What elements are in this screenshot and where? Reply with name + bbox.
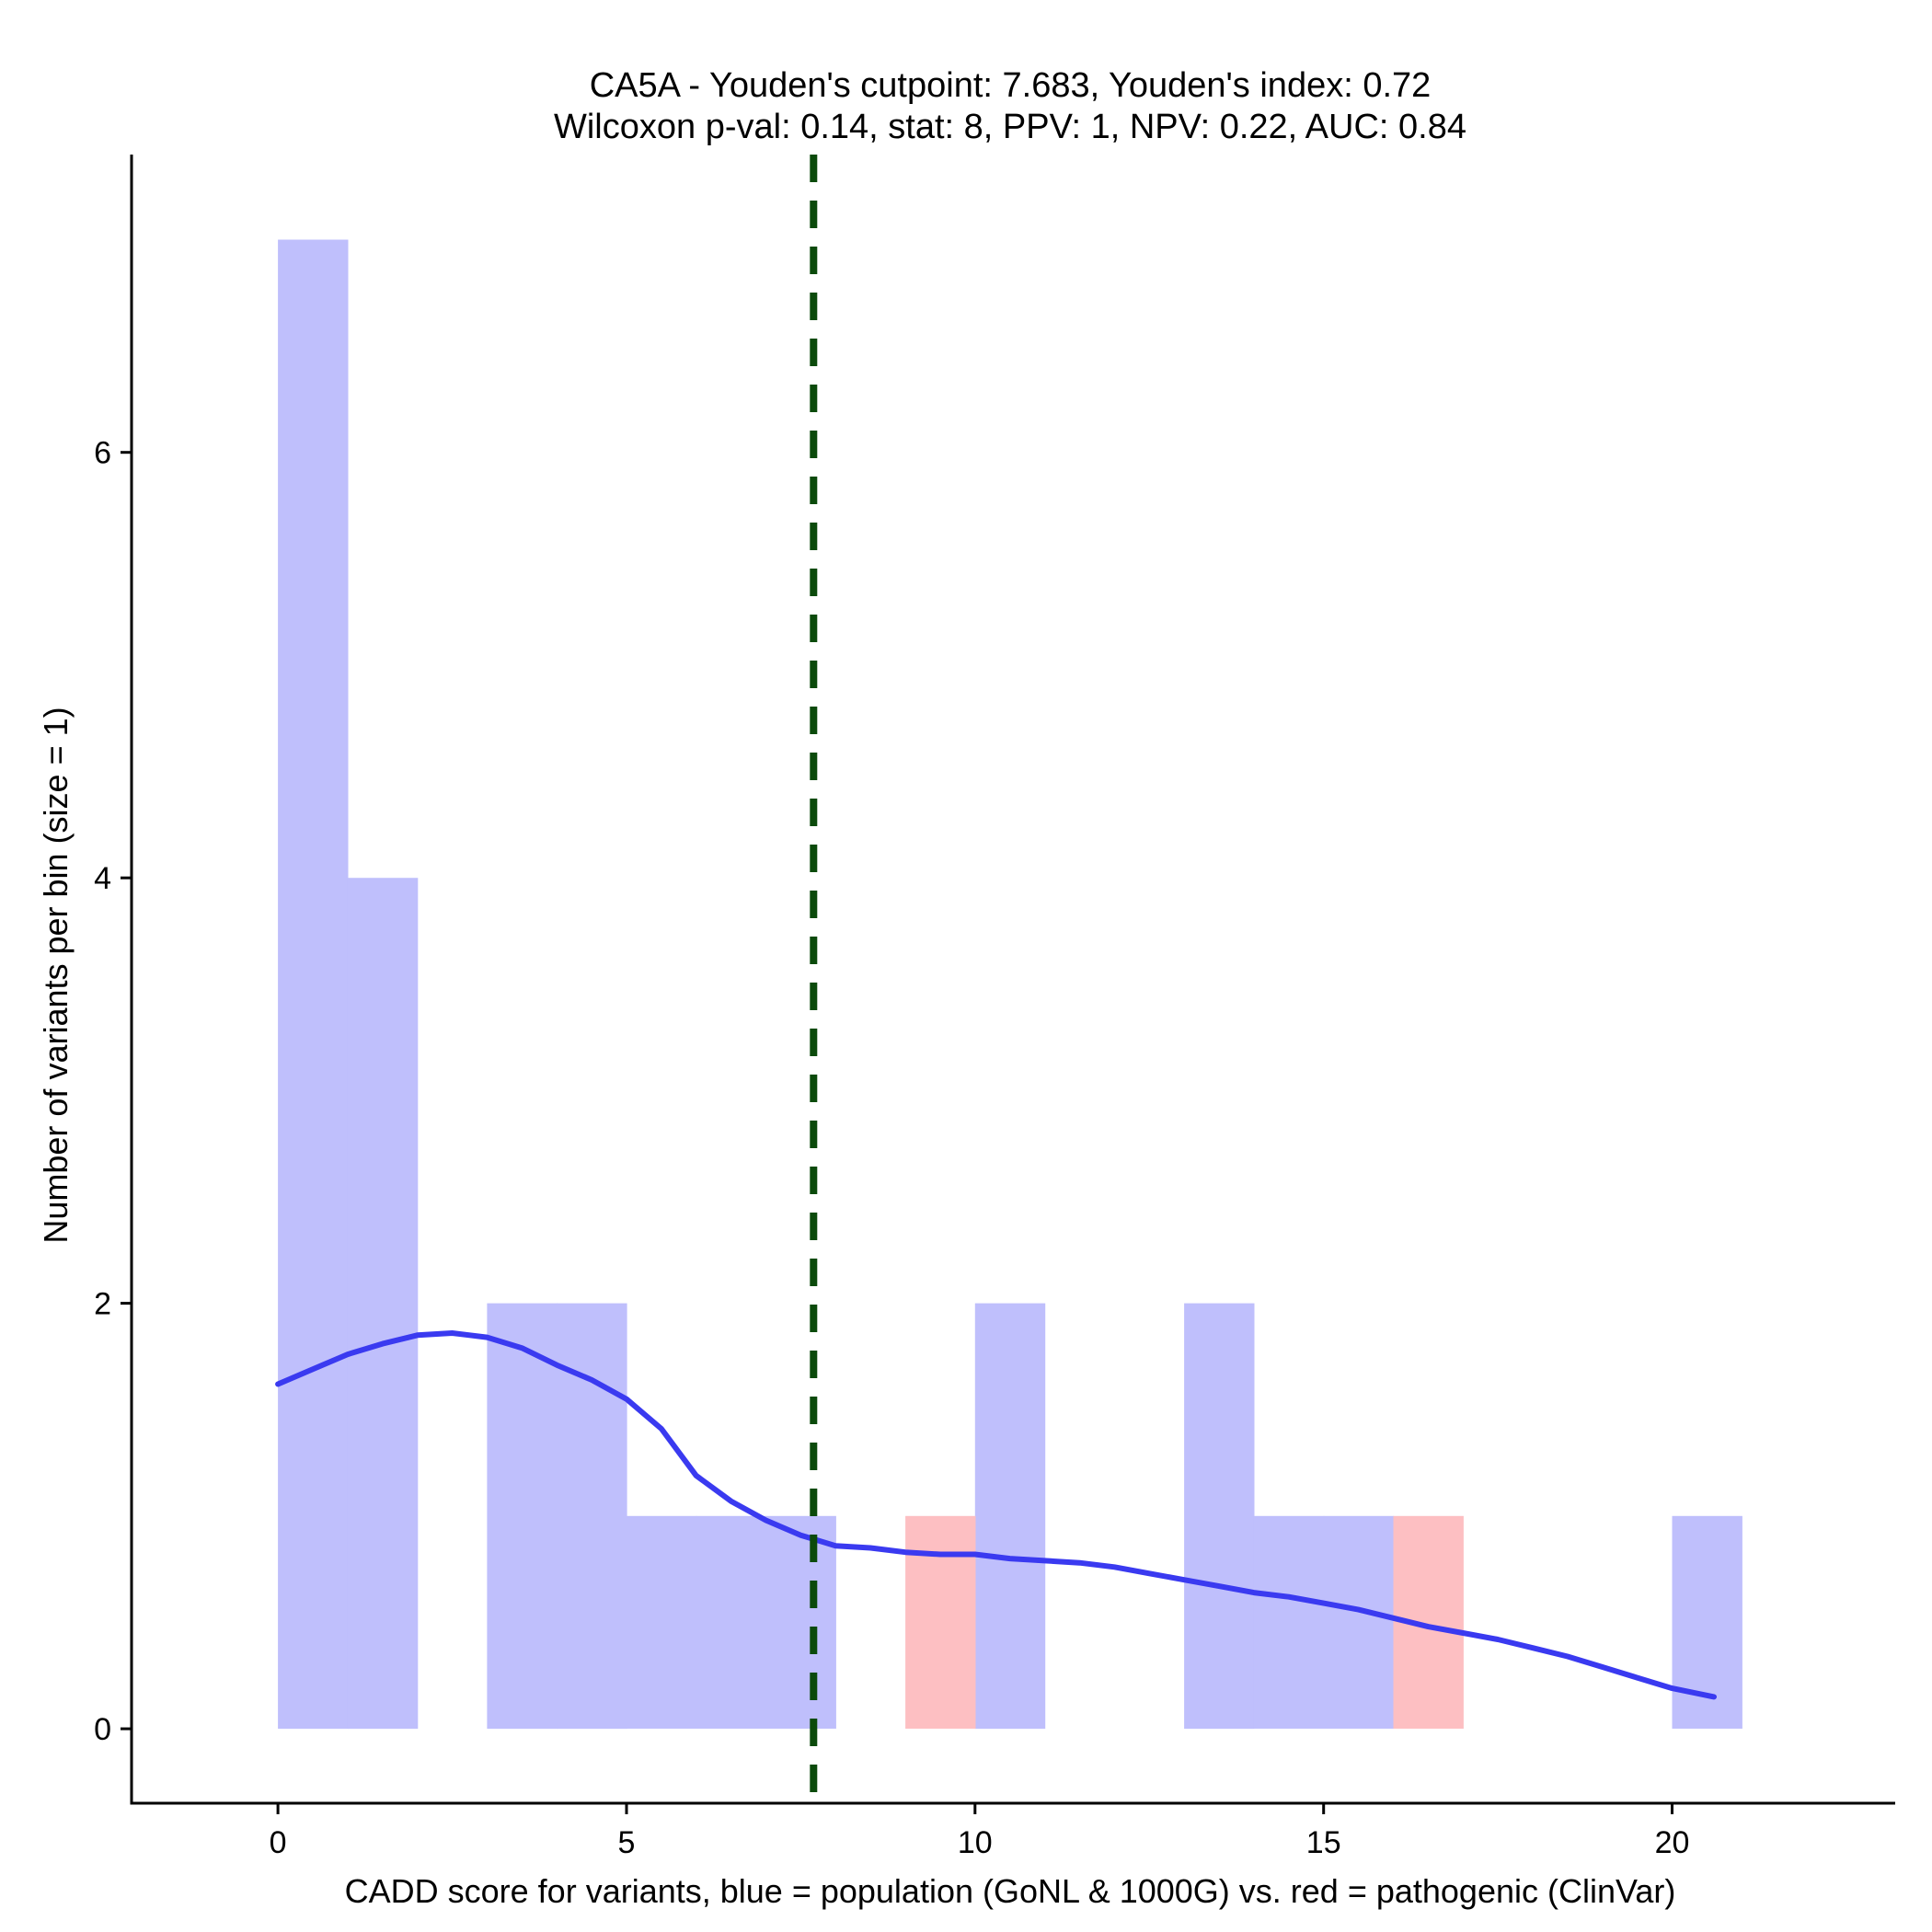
- bar-population-bin-7: [765, 1515, 836, 1729]
- y-axis-label: Number of variants per bin (size = 1): [37, 707, 75, 1243]
- bar-population-bin-4: [557, 1303, 627, 1730]
- density-line: [275, 1330, 1717, 1700]
- bar-population-bin-15: [1323, 1515, 1395, 1729]
- chart-title-line-2: Wilcoxon p-val: 0.14, stat: 8, PPV: 1, N…: [554, 108, 1466, 146]
- bar-population-bin-1: [347, 878, 419, 1730]
- x-tick-label-0: 0: [270, 1825, 287, 1860]
- bar-population-bin-0: [278, 239, 349, 1730]
- bar-population-bin-14: [1253, 1515, 1325, 1729]
- x-tick-label-15: 15: [1306, 1825, 1341, 1860]
- chart-title-line-1: CA5A - Youden's cutpoint: 7.683, Youden'…: [590, 66, 1432, 105]
- y-tick-label-6: 6: [94, 436, 111, 471]
- x-tick-label-20: 20: [1655, 1825, 1690, 1860]
- bar-pathogenic-bin-9: [905, 1515, 976, 1729]
- density-layer: [275, 1330, 1717, 1700]
- bar-population-bin-10: [974, 1303, 1046, 1730]
- y-tick-label-4: 4: [94, 861, 111, 896]
- bar-population-bin-6: [696, 1515, 767, 1729]
- bar-population-bin-3: [487, 1303, 558, 1730]
- x-tick-label-10: 10: [958, 1825, 993, 1860]
- axes-layer: 0 5 10 15 20 0 2 4 6: [94, 155, 1895, 1860]
- bar-population-bin-13: [1184, 1303, 1255, 1730]
- x-axis-label: CADD score for variants, blue = populati…: [345, 1872, 1676, 1910]
- y-tick-label-2: 2: [94, 1287, 111, 1322]
- x-tick-label-5: 5: [618, 1825, 636, 1860]
- bar-population-bin-5: [627, 1515, 697, 1729]
- y-tick-label-0: 0: [94, 1712, 111, 1747]
